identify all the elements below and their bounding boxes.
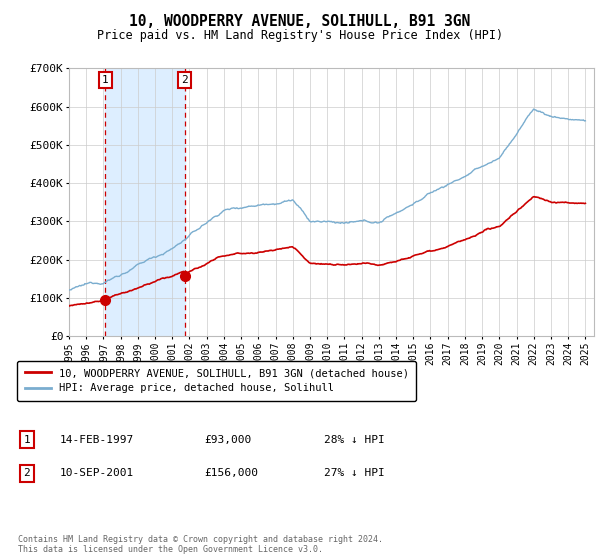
Text: Contains HM Land Registry data © Crown copyright and database right 2024.
This d: Contains HM Land Registry data © Crown c… <box>18 535 383 554</box>
Text: 1: 1 <box>23 435 31 445</box>
Text: £156,000: £156,000 <box>204 468 258 478</box>
Bar <box>106 68 185 336</box>
Text: 10, WOODPERRY AVENUE, SOLIHULL, B91 3GN: 10, WOODPERRY AVENUE, SOLIHULL, B91 3GN <box>130 14 470 29</box>
Text: £93,000: £93,000 <box>204 435 251 445</box>
Text: 28% ↓ HPI: 28% ↓ HPI <box>324 435 385 445</box>
Text: 14-FEB-1997: 14-FEB-1997 <box>60 435 134 445</box>
Text: 27% ↓ HPI: 27% ↓ HPI <box>324 468 385 478</box>
Text: 10-SEP-2001: 10-SEP-2001 <box>60 468 134 478</box>
Legend: 10, WOODPERRY AVENUE, SOLIHULL, B91 3GN (detached house), HPI: Average price, de: 10, WOODPERRY AVENUE, SOLIHULL, B91 3GN … <box>17 361 416 400</box>
Text: 2: 2 <box>181 75 188 85</box>
Text: 2: 2 <box>23 468 31 478</box>
Text: 1: 1 <box>102 75 109 85</box>
Text: Price paid vs. HM Land Registry's House Price Index (HPI): Price paid vs. HM Land Registry's House … <box>97 29 503 42</box>
